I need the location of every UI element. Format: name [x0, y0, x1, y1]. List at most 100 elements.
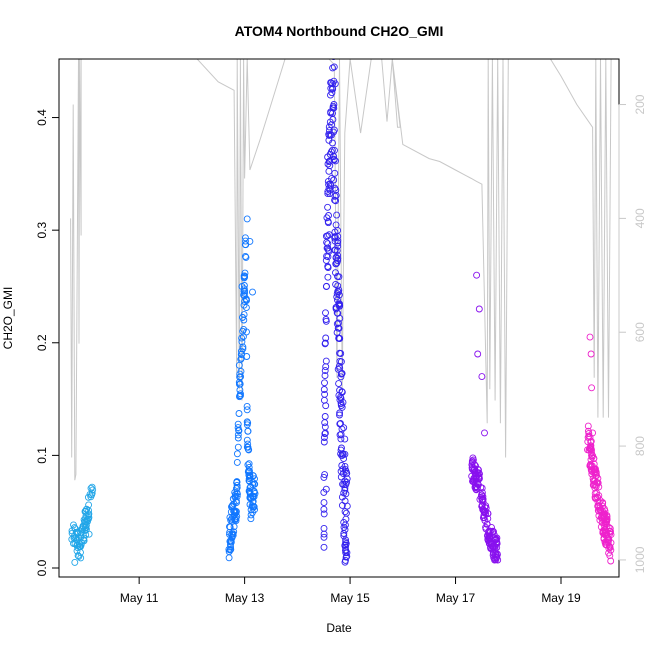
data-point — [339, 470, 347, 477]
series-1 — [225, 215, 259, 562]
data-point — [602, 538, 610, 546]
data-point — [343, 552, 351, 560]
data-point — [601, 510, 609, 518]
data-point — [234, 424, 242, 432]
data-point — [239, 343, 247, 351]
data-point — [320, 505, 328, 513]
x-tick-label: May 19 — [541, 591, 581, 605]
data-point — [471, 468, 478, 476]
data-point — [606, 552, 614, 560]
data-point — [85, 501, 93, 509]
data-point — [240, 291, 248, 299]
data-point — [231, 508, 239, 516]
data-point — [241, 269, 249, 277]
data-point — [239, 327, 247, 335]
data-point — [336, 411, 343, 419]
data-point — [320, 533, 328, 541]
y-tick-label: 0.3 — [35, 222, 49, 239]
data-point — [478, 491, 486, 499]
data-point — [321, 339, 329, 347]
data-point — [235, 361, 243, 369]
data-point — [340, 532, 348, 540]
data-point — [238, 283, 246, 290]
data-point — [342, 553, 350, 561]
data-point — [490, 528, 497, 536]
data-point — [584, 422, 592, 430]
right-tick-label: 200 — [633, 94, 647, 114]
data-point — [337, 435, 345, 443]
data-point — [324, 240, 332, 248]
data-point — [249, 288, 256, 296]
data-point — [71, 524, 78, 532]
data-point — [321, 367, 329, 375]
data-point — [337, 393, 344, 401]
data-point — [320, 396, 328, 404]
data-point — [607, 557, 615, 565]
data-point — [326, 150, 334, 158]
data-point — [584, 433, 592, 441]
data-point — [322, 283, 330, 291]
data-point — [479, 506, 487, 514]
data-point — [324, 246, 332, 254]
data-point — [226, 541, 234, 549]
data-point — [327, 108, 335, 116]
data-point — [328, 121, 335, 129]
data-point — [332, 186, 340, 194]
data-point — [341, 466, 349, 474]
data-point — [74, 552, 82, 560]
data-point — [485, 537, 493, 545]
data-point — [336, 364, 344, 372]
data-point — [245, 460, 253, 468]
data-point — [605, 523, 613, 531]
data-point — [478, 373, 486, 381]
y-tick-label: 0.2 — [35, 334, 49, 351]
data-point — [320, 510, 328, 518]
data-point — [475, 466, 482, 474]
data-point — [342, 480, 350, 488]
data-point — [246, 489, 254, 497]
data-point — [225, 554, 233, 562]
data-point — [343, 469, 351, 477]
data-points-layer — [68, 59, 615, 566]
data-point — [334, 232, 342, 240]
data-point — [320, 524, 328, 532]
data-point — [244, 445, 252, 453]
data-point — [229, 501, 237, 509]
data-point — [589, 429, 597, 437]
data-point — [234, 431, 242, 439]
data-point — [244, 440, 252, 448]
data-point — [228, 533, 236, 541]
data-point — [339, 465, 347, 473]
x-tick-label: May 13 — [225, 591, 265, 605]
data-point — [470, 466, 478, 474]
data-point — [326, 162, 334, 170]
data-point — [329, 139, 336, 147]
data-point — [241, 297, 249, 305]
data-point — [595, 507, 603, 515]
data-point — [606, 527, 614, 535]
data-point — [234, 443, 242, 451]
data-point — [243, 402, 251, 410]
data-point — [588, 468, 596, 475]
data-point — [587, 350, 595, 358]
data-point — [243, 215, 251, 223]
data-point — [338, 462, 346, 469]
data-point — [337, 373, 345, 381]
data-point — [247, 506, 255, 514]
data-point — [333, 211, 341, 219]
series-3 — [468, 271, 502, 564]
data-point — [237, 392, 244, 399]
data-point — [321, 379, 328, 387]
y-axis-left: 0.0 0.1 0.2 0.3 0.4 — [35, 109, 60, 576]
data-point — [601, 522, 608, 530]
data-point — [237, 373, 245, 381]
data-point — [588, 449, 595, 456]
data-point — [233, 450, 241, 458]
data-point — [336, 420, 344, 428]
data-point — [324, 190, 332, 198]
right-tick-label: 1000 — [633, 546, 647, 573]
data-point — [75, 552, 83, 560]
data-point — [321, 471, 329, 479]
data-point — [337, 430, 345, 438]
